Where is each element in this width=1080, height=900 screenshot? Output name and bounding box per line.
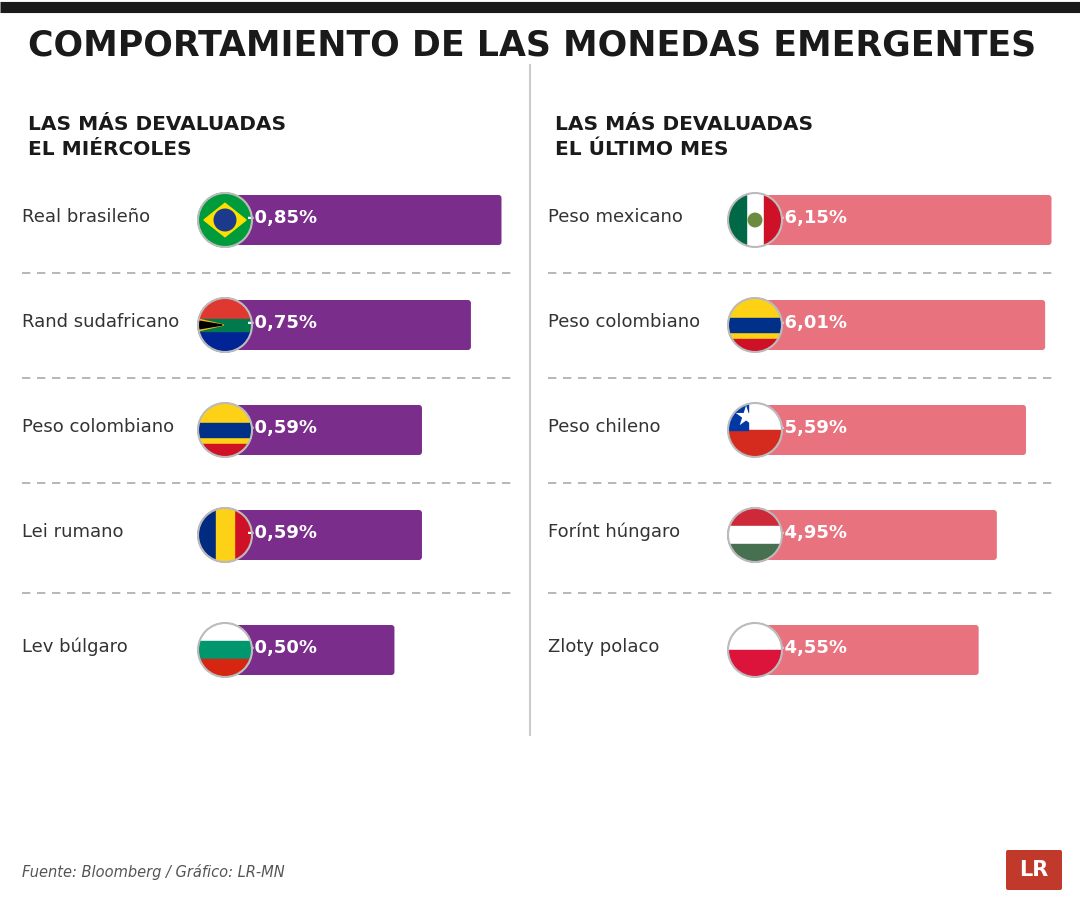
Bar: [728, 430, 782, 457]
FancyBboxPatch shape: [752, 300, 1045, 350]
Text: -5,59%: -5,59%: [777, 419, 847, 437]
Circle shape: [728, 298, 782, 352]
Bar: [198, 444, 252, 457]
Text: Peso chileno: Peso chileno: [548, 418, 661, 436]
Text: Lev búlgaro: Lev búlgaro: [22, 638, 127, 656]
Wedge shape: [198, 325, 252, 352]
FancyBboxPatch shape: [752, 195, 1052, 245]
Text: ★: ★: [733, 405, 757, 431]
FancyBboxPatch shape: [752, 625, 978, 675]
Text: Peso colombiano: Peso colombiano: [548, 313, 700, 331]
Circle shape: [198, 403, 252, 457]
Text: -6,01%: -6,01%: [777, 314, 847, 332]
Circle shape: [198, 623, 252, 677]
Text: LAS MÁS DEVALUADAS
EL ÚLTIMO MES: LAS MÁS DEVALUADAS EL ÚLTIMO MES: [555, 115, 813, 159]
Text: Peso mexicano: Peso mexicano: [548, 208, 683, 226]
Polygon shape: [204, 203, 246, 237]
Circle shape: [728, 403, 782, 457]
Polygon shape: [198, 321, 222, 329]
Text: LAS MÁS DEVALUADAS
EL MIÉRCOLES: LAS MÁS DEVALUADAS EL MIÉRCOLES: [28, 115, 286, 159]
Circle shape: [214, 209, 235, 230]
Circle shape: [748, 213, 761, 227]
Bar: [198, 423, 252, 436]
FancyBboxPatch shape: [222, 300, 471, 350]
Text: COMPORTAMIENTO DE LAS MONEDAS EMERGENTES: COMPORTAMIENTO DE LAS MONEDAS EMERGENTES: [28, 28, 1036, 62]
Text: Fuente: Bloomberg / Gráfico: LR-MN: Fuente: Bloomberg / Gráfico: LR-MN: [22, 864, 285, 880]
Text: Real brasileño: Real brasileño: [22, 208, 150, 226]
Text: -0,75%: -0,75%: [246, 314, 316, 332]
Text: Zloty polaco: Zloty polaco: [548, 638, 660, 656]
FancyBboxPatch shape: [222, 405, 422, 455]
FancyBboxPatch shape: [1005, 850, 1062, 890]
Text: LR: LR: [1020, 860, 1049, 880]
Bar: [728, 403, 748, 430]
FancyBboxPatch shape: [752, 510, 997, 560]
Text: -4,55%: -4,55%: [777, 639, 847, 657]
Bar: [216, 508, 234, 562]
FancyBboxPatch shape: [222, 625, 394, 675]
Text: -0,50%: -0,50%: [246, 639, 316, 657]
Wedge shape: [198, 298, 252, 325]
Polygon shape: [198, 320, 224, 331]
Bar: [198, 641, 252, 659]
Text: Lei rumano: Lei rumano: [22, 523, 123, 541]
Circle shape: [728, 623, 782, 677]
Bar: [728, 526, 782, 544]
Bar: [764, 193, 782, 247]
FancyBboxPatch shape: [752, 405, 1026, 455]
Text: -0,85%: -0,85%: [246, 209, 316, 227]
Circle shape: [198, 193, 252, 247]
Text: -6,15%: -6,15%: [777, 209, 847, 227]
Bar: [728, 650, 782, 677]
Text: -0,59%: -0,59%: [246, 524, 316, 542]
FancyBboxPatch shape: [222, 510, 422, 560]
Circle shape: [198, 508, 252, 562]
Text: Rand sudafricano: Rand sudafricano: [22, 313, 179, 331]
Bar: [728, 193, 746, 247]
Text: -4,95%: -4,95%: [777, 524, 847, 542]
Circle shape: [728, 508, 782, 562]
Bar: [198, 320, 252, 331]
Bar: [198, 508, 216, 562]
Bar: [728, 544, 782, 562]
Circle shape: [728, 193, 782, 247]
Bar: [728, 338, 782, 352]
Bar: [198, 659, 252, 677]
FancyBboxPatch shape: [222, 195, 501, 245]
Bar: [728, 319, 782, 332]
Text: -0,59%: -0,59%: [246, 419, 316, 437]
Text: Forínt húngaro: Forínt húngaro: [548, 523, 680, 541]
Text: Peso colombiano: Peso colombiano: [22, 418, 174, 436]
